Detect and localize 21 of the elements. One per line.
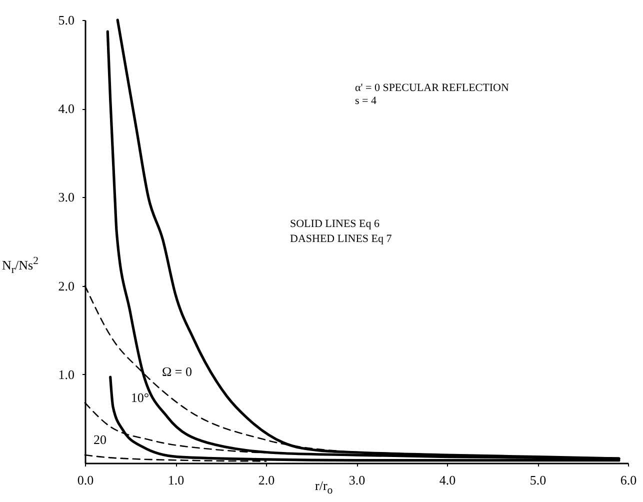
annotation: SOLID LINES Eq 6	[290, 218, 380, 230]
annotation: α' = 0 SPECULAR REFLECTION	[355, 82, 509, 94]
x-tick-label: 2.0	[258, 472, 275, 488]
y-tick-label: 3.0	[58, 190, 74, 205]
x-axis-title: r/r$_{o}$	[315, 478, 333, 497]
annotation: DASHED LINES Eq 7	[290, 233, 392, 245]
annotation: 10°	[130, 390, 150, 405]
annotation: Ω = 0	[162, 364, 192, 379]
x-tick-label: 1.0	[168, 472, 184, 488]
x-tick-label: 6.0	[620, 472, 637, 488]
y-tick-label: 2.0	[58, 278, 74, 294]
annotation: s = 4	[355, 95, 377, 107]
y-axis-title: N$_{r}$/Ns$^{2}$	[2, 255, 38, 276]
y-tick-label: 1.0	[58, 366, 74, 382]
x-tick-label: 0.0	[77, 472, 94, 488]
x-tick-label: 4.0	[439, 472, 456, 488]
x-tick-label: 5.0	[530, 472, 546, 488]
y-tick-label: 5.0	[58, 12, 74, 28]
x-tick-label: 3.0	[348, 472, 366, 488]
annotation: 20	[94, 432, 106, 447]
y-tick-label: 4.0	[58, 101, 74, 116]
